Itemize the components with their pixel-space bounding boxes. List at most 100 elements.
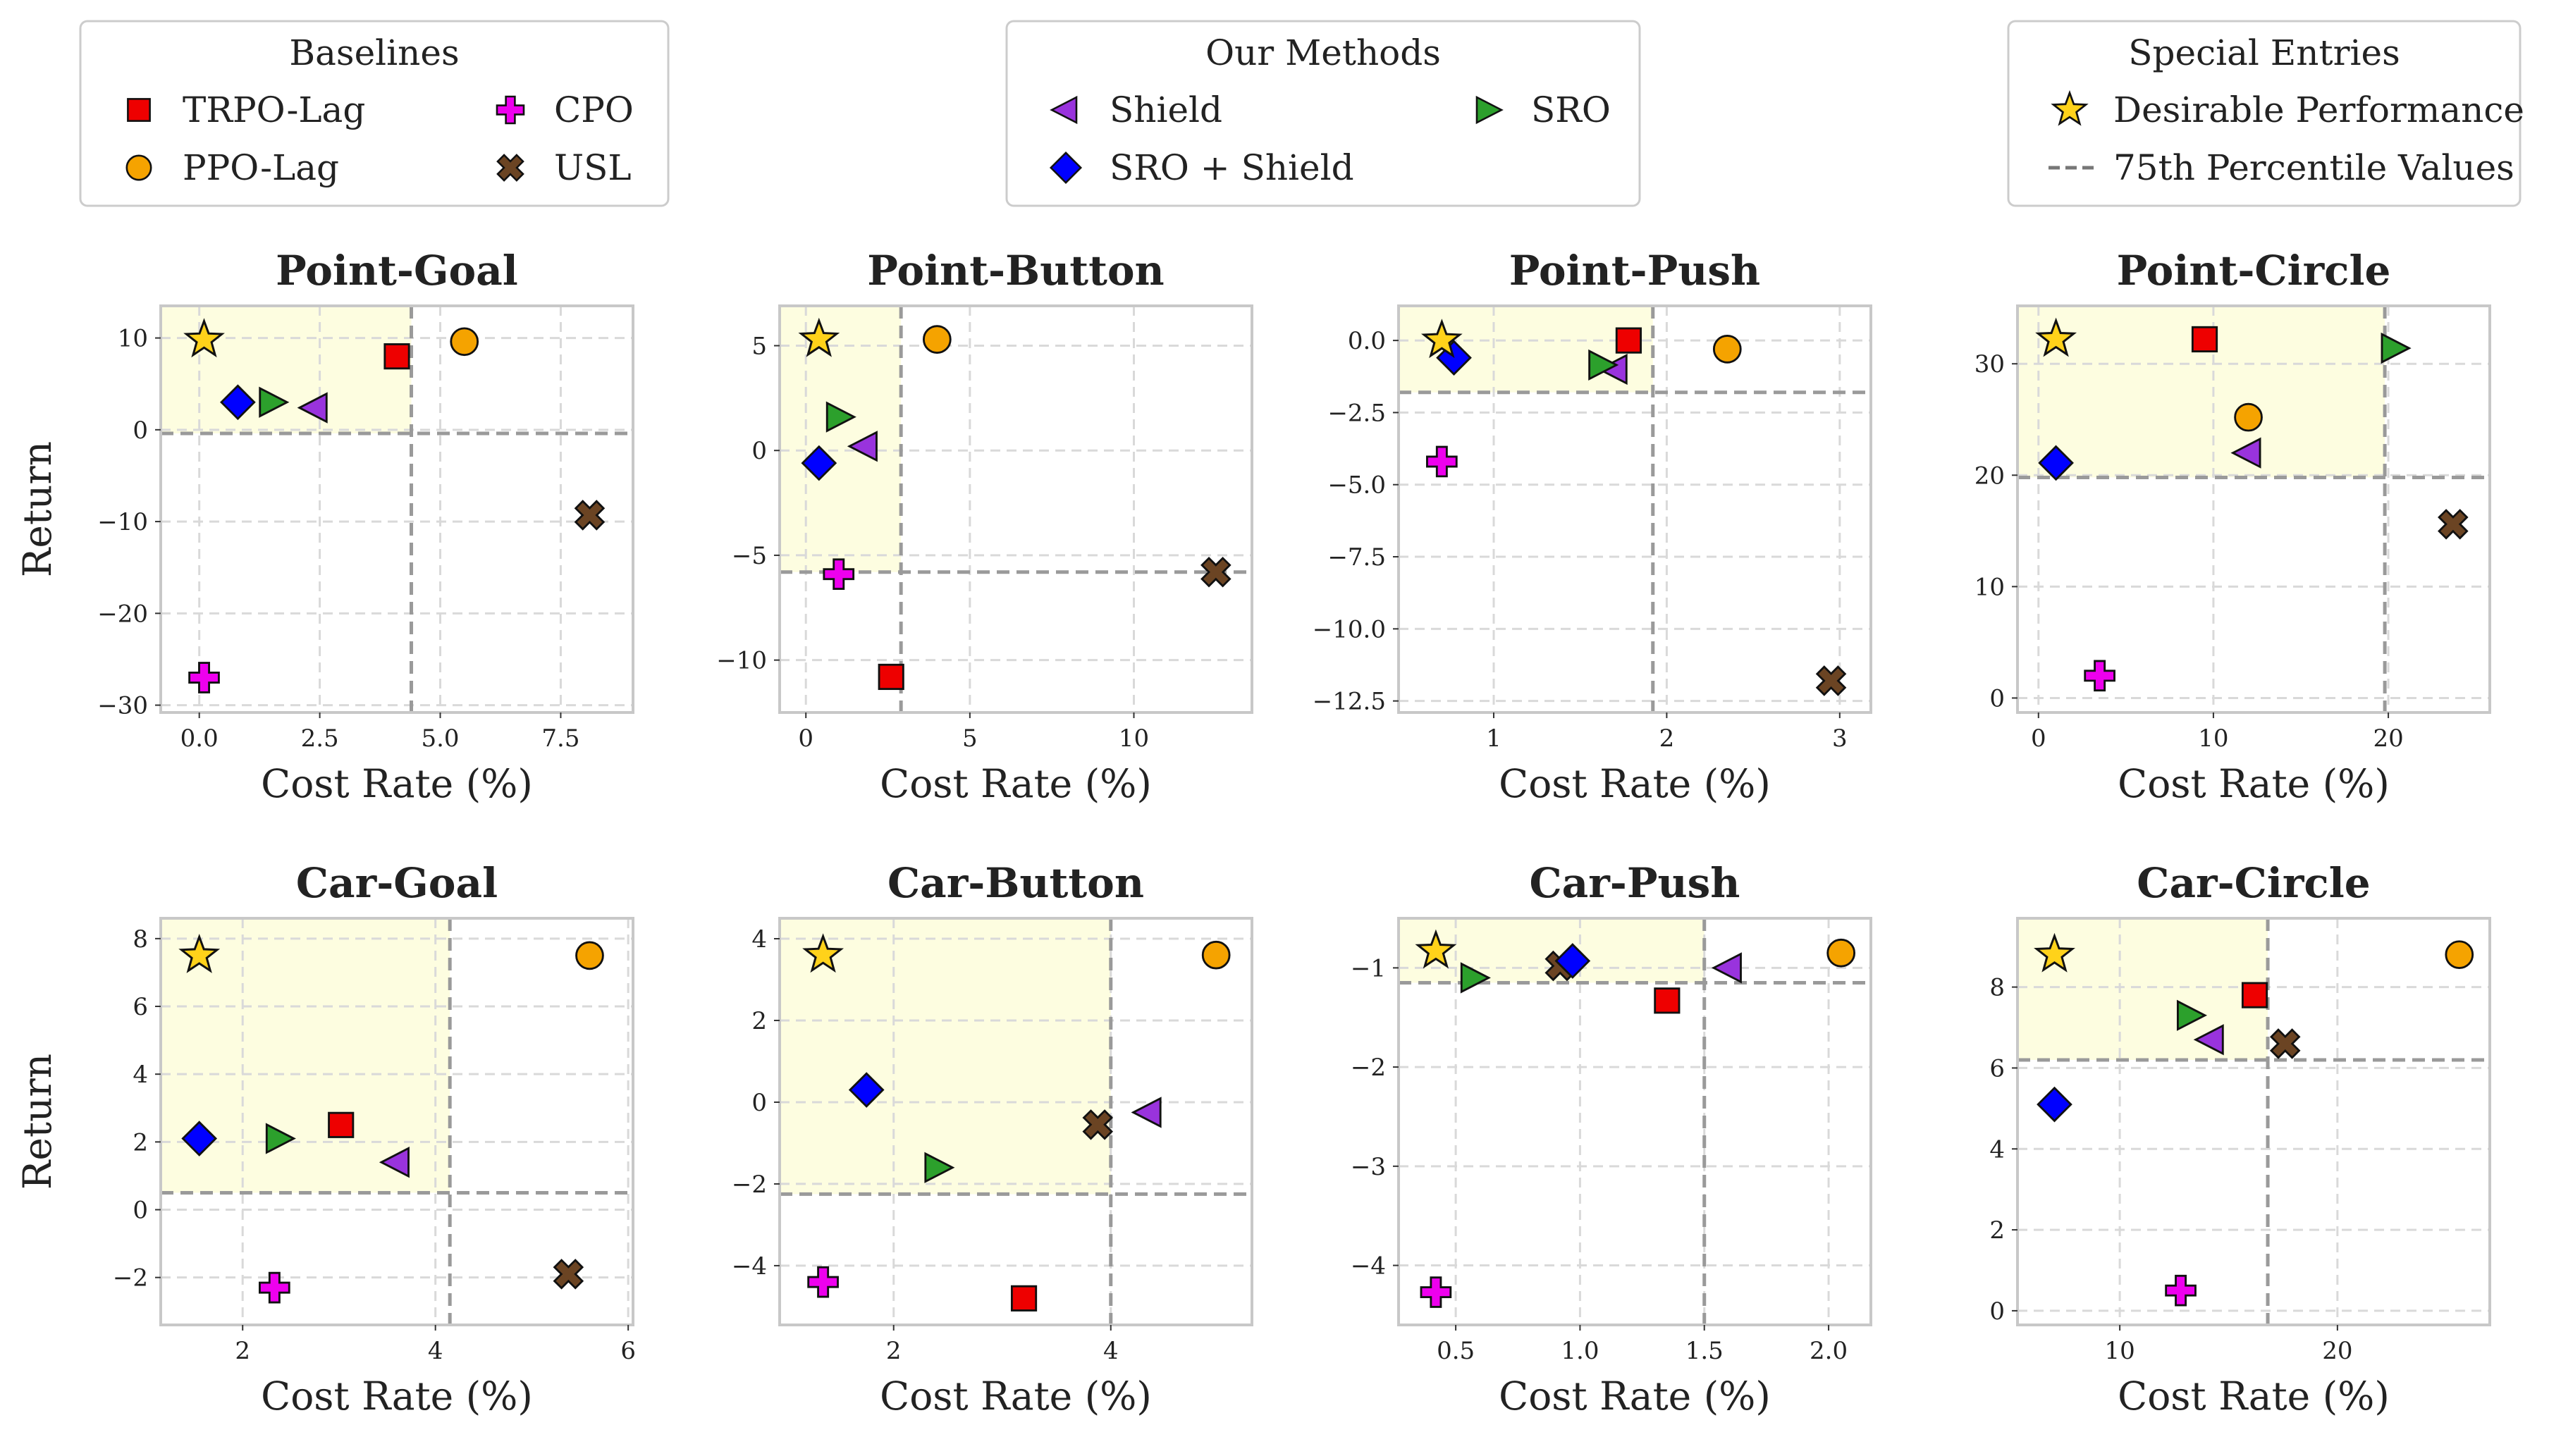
- legend-entry-ppo-lag: PPO-Lag: [125, 147, 339, 188]
- point-cpo: [807, 1266, 839, 1298]
- points: [183, 318, 606, 693]
- y-tick-label: −3: [1351, 1153, 1386, 1181]
- point-sro: [2381, 332, 2412, 364]
- point-trpo-lag: [328, 1111, 355, 1138]
- y-tick-label: 2: [1989, 1216, 2005, 1245]
- y-tick-label: 30: [1974, 350, 2005, 378]
- shield-swatch: [1050, 95, 1078, 125]
- desirable-region: [2017, 918, 2268, 1060]
- y-tick-label: 8: [1989, 974, 2005, 1002]
- panel-title: Point-Button: [867, 247, 1164, 295]
- trpo-lag-swatch: [127, 98, 151, 122]
- point-desirable: [2035, 317, 2077, 357]
- x-tick-label: 3: [1832, 724, 1848, 753]
- x-tick-label: 10: [2198, 724, 2228, 753]
- legend-baselines: Baselines TRPO-Lag CPO PPO-Lag USL: [79, 20, 670, 207]
- grid: [161, 306, 633, 712]
- y-tick-label: 4: [751, 925, 767, 954]
- y-tick-label: 4: [1989, 1135, 2005, 1164]
- y-tick-label: 8: [133, 925, 148, 954]
- legend-title: Our Methods: [1205, 32, 1441, 73]
- point-desirable: [802, 933, 844, 973]
- legend-entry-p75: 75th Percentile Values: [2049, 147, 2514, 188]
- y-tick-label: −30: [97, 692, 148, 720]
- y-tick-label: −12.5: [1313, 688, 1386, 716]
- legend-label: Shield: [1110, 90, 1222, 130]
- point-usl: [2269, 1028, 2301, 1059]
- x-tick-label: 0.5: [1437, 1337, 1475, 1365]
- point-sro: [2176, 999, 2208, 1031]
- point-usl: [1082, 1109, 1114, 1140]
- x-tick-label: 1.5: [1685, 1337, 1724, 1365]
- points: [2034, 932, 2474, 1307]
- point-sro-shield: [1436, 340, 1472, 376]
- panel-frame: [159, 917, 634, 1326]
- panel-point-push: 1 2 3 −12.5 −10.0 −7.5 −5.0 −2.5 0.0 Point-Push Co…: [1313, 247, 1872, 806]
- x-axis-label: Cost Rate (%): [261, 761, 533, 806]
- x-tick-label: 2.5: [301, 724, 339, 753]
- point-desirable: [2034, 932, 2075, 973]
- point-trpo-lag: [1615, 327, 1642, 354]
- point-trpo-lag: [1010, 1285, 1038, 1312]
- y-tick-label: 5: [751, 333, 767, 361]
- y-tick-label: 0.0: [1348, 327, 1386, 355]
- point-sro: [825, 401, 856, 433]
- panel-point-goal: 0.0 2.5 5.0 7.5 −30 −20 −10 0 10 Point-Goal Cost R…: [15, 247, 634, 806]
- point-sro-shield: [2038, 445, 2074, 481]
- point-desirable: [178, 933, 221, 973]
- point-trpo-lag: [2191, 326, 2218, 353]
- x-tick-label: 10: [1119, 724, 1149, 753]
- panel-frame: [1397, 917, 1872, 1326]
- point-sro-shield: [2037, 1086, 2072, 1123]
- cpo-swatch: [496, 95, 525, 125]
- point-cpo: [188, 662, 220, 693]
- point-ppo-lag: [1826, 938, 1856, 968]
- point-sro: [265, 1123, 296, 1154]
- point-cpo: [1426, 445, 1458, 478]
- x-tick-label: 2: [1659, 724, 1675, 753]
- legend-label: SRO + Shield: [1110, 147, 1354, 188]
- y-tick-label: −2: [1351, 1054, 1386, 1082]
- point-shield: [1131, 1097, 1162, 1128]
- y-tick-label: 0: [1989, 684, 2005, 712]
- x-tick-label: 2.0: [1810, 1337, 1848, 1365]
- point-trpo-lag: [383, 343, 410, 370]
- usl-swatch: [496, 154, 524, 182]
- panel-title: Point-Push: [1509, 247, 1760, 295]
- y-tick-label: 0: [751, 1089, 767, 1117]
- points: [802, 933, 1231, 1312]
- legend-label: SRO: [1531, 90, 1611, 130]
- y-tick-label: 20: [1974, 462, 2005, 490]
- legend-frame: [2007, 20, 2522, 207]
- point-desirable: [798, 317, 840, 357]
- y-tick-label: −10.0: [1313, 615, 1386, 643]
- panel-point-circle: 0 10 20 0 10 20 30 Point-Circle Cost Rate (%): [1974, 247, 2491, 806]
- y-tick-label: 0: [751, 437, 767, 465]
- point-usl: [2438, 509, 2469, 540]
- legend-label: Desirable Performance: [2113, 90, 2524, 130]
- point-cpo: [823, 558, 855, 591]
- point-usl: [1200, 556, 1231, 588]
- legend-entry-cpo: CPO: [496, 90, 634, 130]
- point-shield: [2230, 437, 2261, 469]
- point-usl: [1815, 665, 1847, 696]
- point-desirable: [1420, 319, 1463, 359]
- point-sro: [259, 386, 290, 418]
- x-axis-label: Cost Rate (%): [1499, 761, 1771, 806]
- y-tick-label: 6: [133, 993, 148, 1021]
- x-axis-label: Cost Rate (%): [880, 1374, 1152, 1419]
- y-tick-label: 4: [133, 1061, 148, 1089]
- point-trpo-lag: [1654, 987, 1681, 1014]
- x-tick-label: 0: [2031, 724, 2046, 753]
- panel-title: Car-Goal: [296, 859, 498, 907]
- legend-title: Baselines: [289, 32, 459, 73]
- point-desirable: [1415, 929, 1457, 969]
- x-tick-label: 1.0: [1561, 1337, 1599, 1365]
- y-tick-label: −10: [97, 508, 148, 536]
- y-axis-label: Return: [15, 441, 60, 577]
- legend-label: PPO-Lag: [183, 147, 339, 188]
- point-sro-shield: [220, 384, 256, 421]
- panel-frame: [1397, 304, 1872, 714]
- point-ppo-lag: [575, 941, 604, 970]
- points: [1415, 929, 1856, 1308]
